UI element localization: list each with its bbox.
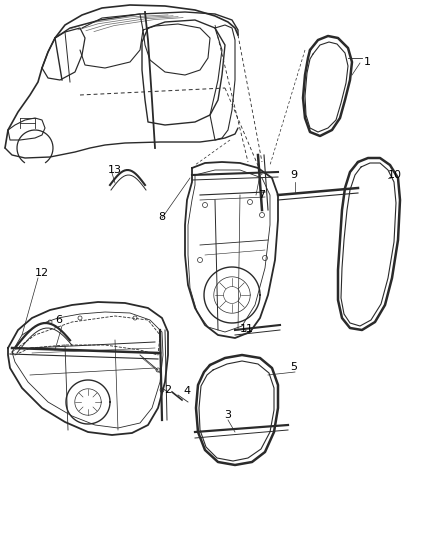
Text: 5: 5 (290, 362, 297, 372)
Text: 9: 9 (290, 170, 297, 180)
Text: 3: 3 (224, 410, 231, 420)
Text: 8: 8 (158, 212, 165, 222)
Text: 13: 13 (108, 165, 122, 175)
Text: 10: 10 (388, 170, 402, 180)
Text: 4: 4 (183, 386, 190, 396)
Text: 12: 12 (35, 268, 49, 278)
Text: 7: 7 (258, 190, 265, 200)
Text: 2: 2 (164, 385, 171, 395)
Text: 1: 1 (364, 57, 371, 67)
Text: 6: 6 (55, 315, 62, 325)
Text: 11: 11 (240, 324, 254, 334)
